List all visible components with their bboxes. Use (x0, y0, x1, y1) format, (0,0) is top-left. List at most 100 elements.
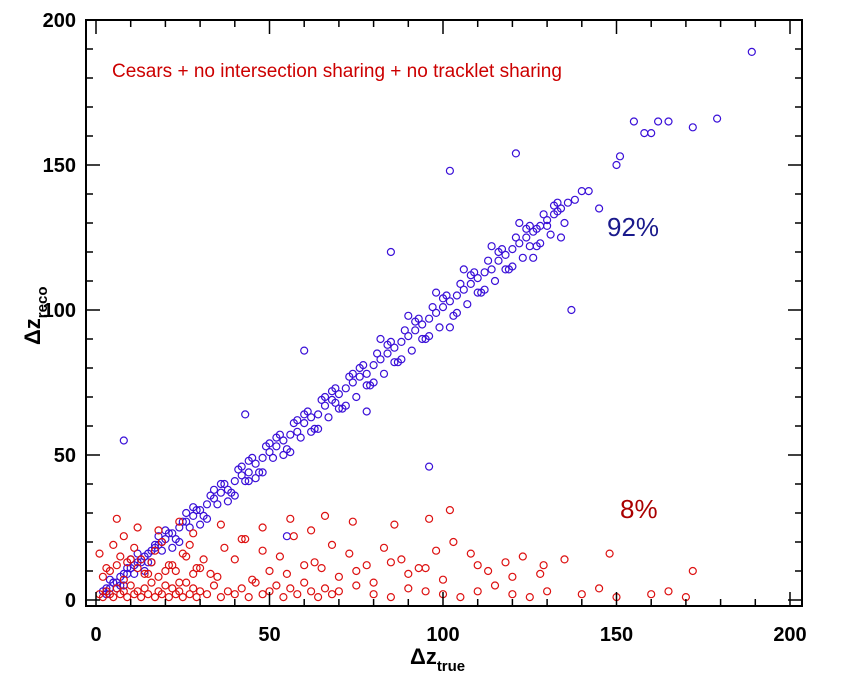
data-point (490, 276, 500, 286)
data-point (272, 433, 281, 442)
data-point (647, 590, 656, 599)
data-point (320, 511, 330, 521)
x-tick-label: 150 (600, 624, 633, 646)
data-point (445, 297, 454, 306)
data-point (362, 381, 371, 390)
data-point (456, 592, 465, 602)
data-point (515, 239, 524, 248)
data-point (258, 546, 267, 555)
data-point (137, 592, 146, 602)
data-point (525, 592, 534, 602)
data-point (150, 540, 160, 550)
data-point (314, 424, 323, 433)
data-point (549, 201, 559, 210)
data-point (220, 543, 229, 552)
data-point (182, 508, 191, 518)
data-point (293, 590, 302, 599)
data-point (161, 581, 170, 590)
y-tick-label: 0 (65, 590, 76, 612)
data-point (154, 572, 163, 581)
data-point (320, 584, 330, 593)
data-point (244, 468, 253, 477)
data-point (400, 326, 409, 335)
data-point (432, 546, 441, 555)
data-point (445, 506, 454, 515)
data-point (209, 485, 219, 494)
data-point (293, 427, 302, 436)
data-point (223, 497, 232, 506)
data-point (282, 569, 291, 579)
data-point (230, 491, 239, 500)
data-point (258, 453, 267, 462)
data-point (449, 537, 458, 547)
data-point (161, 566, 170, 576)
data-point (414, 563, 423, 573)
data-point (147, 578, 156, 587)
data-point (119, 575, 128, 584)
data-point (334, 390, 343, 399)
data-point (144, 569, 153, 579)
data-point (216, 488, 225, 497)
data-point (418, 334, 427, 344)
data-point (154, 526, 163, 535)
data-point (397, 355, 406, 364)
data-point (307, 427, 316, 436)
data-point (150, 592, 160, 602)
data-point (525, 242, 534, 251)
data-point (241, 534, 250, 544)
data-point (438, 294, 448, 303)
y-tick-label: 150 (43, 155, 76, 177)
data-point (286, 448, 295, 457)
data-point (688, 566, 697, 576)
data-point (466, 271, 475, 280)
data-point (484, 566, 493, 576)
data-point (379, 543, 389, 552)
data-point (189, 569, 198, 579)
data-point (348, 369, 357, 378)
data-point (123, 563, 132, 573)
data-point (425, 462, 434, 471)
data-point (376, 334, 385, 344)
data-point (334, 404, 343, 413)
data-point (404, 311, 413, 320)
data-point (244, 477, 253, 486)
data-point (216, 520, 225, 529)
data-point (435, 323, 444, 332)
data-point (594, 584, 604, 593)
data-point (712, 114, 722, 123)
data-point (244, 456, 253, 465)
data-point (487, 242, 496, 251)
data-point (175, 587, 184, 596)
series-red-points (95, 506, 697, 602)
data-point (185, 540, 194, 550)
data-point (397, 337, 406, 346)
data-point (494, 256, 503, 265)
data-point (307, 587, 316, 596)
data-point (244, 592, 253, 602)
data-point (272, 442, 281, 451)
data-point (553, 207, 562, 216)
data-point (157, 590, 166, 599)
data-point (154, 532, 163, 541)
data-point (213, 500, 222, 509)
data-point (98, 592, 108, 602)
data-point (459, 285, 468, 294)
data-point (432, 288, 441, 297)
data-point (296, 433, 305, 442)
data-point (664, 587, 673, 596)
data-point (362, 407, 371, 416)
data-point (258, 523, 267, 532)
data-point (133, 523, 142, 532)
annotation-blue-percent: 92% (607, 212, 659, 242)
data-point (542, 216, 552, 225)
data-point (251, 474, 260, 483)
data-point (327, 540, 337, 550)
data-point (140, 584, 149, 593)
data-point (484, 256, 493, 265)
data-point (560, 555, 569, 564)
data-point (265, 439, 274, 448)
data-point (407, 346, 416, 355)
data-point (189, 511, 198, 521)
